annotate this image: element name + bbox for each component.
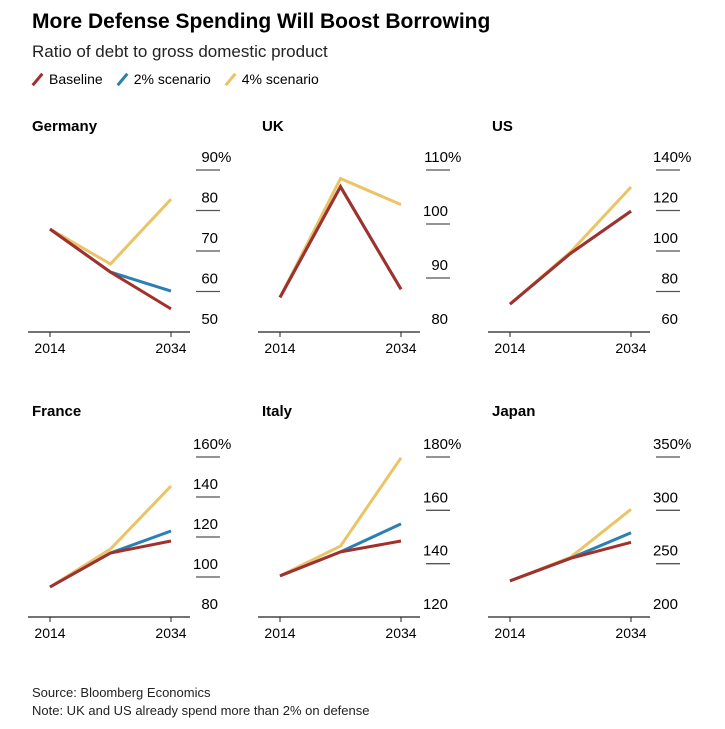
chart-subtitle: Ratio of debt to gross domestic product	[32, 42, 328, 61]
panel-uk: UK 2014 2034 80 90 100 110%	[258, 118, 461, 356]
y-tick-label: 140	[423, 543, 448, 560]
y-tick-label: 200	[653, 596, 678, 613]
x-tick-label: 2014	[34, 340, 65, 356]
panel-title: US	[492, 118, 513, 135]
legend-label: 4% scenario	[241, 71, 319, 87]
y-tick-label: 70	[201, 230, 218, 247]
chart-title: More Defense Spending Will Boost Borrowi…	[32, 10, 491, 33]
legend: Baseline 2% scenario 4% scenario	[31, 71, 319, 87]
series-line-4-scenario	[49, 198, 173, 266]
series-line-4-scenario	[509, 185, 633, 306]
y-tick-label: 90	[201, 149, 218, 166]
series-line-baseline	[49, 539, 172, 589]
y-tick-label: 80	[661, 271, 678, 288]
series-line-2-scenario	[49, 529, 172, 589]
y-tick-label: 160	[193, 436, 218, 453]
y-tick-label: 100	[423, 203, 448, 220]
panel-title: France	[32, 403, 81, 420]
y-tick-label: 120	[193, 516, 218, 533]
series-line-baseline	[509, 540, 632, 583]
y-tick-label: 110	[424, 149, 448, 166]
legend-item-baseline: Baseline	[31, 71, 103, 87]
y-tick-label: 300	[653, 489, 678, 506]
series-line-2-scenario	[278, 183, 403, 299]
y-tick-label: 60	[661, 311, 678, 328]
y-tick-unit: %	[448, 436, 461, 453]
y-tick-unit: %	[678, 149, 691, 166]
panel-us: US 2014 2034 60 80 100 120 140%	[488, 118, 691, 356]
y-tick-label: 90	[431, 257, 448, 274]
y-tick-label: 120	[423, 596, 448, 613]
x-tick-label: 2034	[155, 340, 186, 356]
series-line-baseline	[279, 539, 402, 578]
x-tick-label: 2014	[264, 340, 295, 356]
y-tick-label: 80	[201, 596, 218, 613]
legend-item-4pct: 4% scenario	[224, 71, 319, 87]
y-tick-label: 80	[201, 190, 218, 207]
panel-title: UK	[262, 118, 284, 135]
x-tick-label: 2034	[155, 625, 186, 641]
x-tick-label: 2014	[494, 625, 525, 641]
panel-germany: Germany 2014 2034 50 60 70 80 90%	[28, 118, 231, 356]
y-tick-label: 60	[201, 271, 218, 288]
y-tick-label: 100	[653, 230, 678, 247]
x-tick-label: 2014	[34, 625, 65, 641]
series-line-baseline	[509, 209, 632, 306]
x-tick-label: 2014	[494, 340, 525, 356]
x-tick-label: 2034	[615, 625, 646, 641]
legend-label: Baseline	[49, 71, 103, 87]
panel-france: France 2014 2034 80 100 120 140 160%	[28, 403, 231, 641]
y-tick-label: 180	[423, 436, 448, 453]
series-line-4-scenario	[509, 508, 632, 583]
series-line-4-scenario	[278, 176, 402, 299]
legend-label: 2% scenario	[133, 71, 211, 87]
panel-japan: Japan 2014 2034 200 250 300 350%	[488, 403, 691, 641]
y-tick-label: 80	[431, 311, 448, 328]
y-tick-unit: %	[218, 436, 231, 453]
panel-italy: Italy 2014 2034 120 140 160 180%	[258, 403, 461, 641]
series-line-baseline	[49, 227, 172, 311]
y-tick-label: 50	[201, 311, 218, 328]
x-tick-label: 2034	[385, 625, 416, 641]
y-tick-label: 140	[653, 149, 678, 166]
footnote: Note: UK and US already spend more than …	[32, 703, 370, 718]
y-tick-unit: %	[218, 149, 231, 166]
x-tick-label: 2014	[264, 625, 295, 641]
y-tick-label: 100	[193, 556, 218, 573]
y-tick-label: 140	[193, 476, 218, 493]
y-tick-label: 120	[653, 190, 678, 207]
legend-item-2pct: 2% scenario	[116, 71, 211, 87]
series-line-baseline	[278, 183, 403, 299]
y-tick-unit: %	[678, 436, 691, 453]
panel-title: Italy	[262, 403, 293, 420]
panel-title: Japan	[492, 403, 535, 420]
y-tick-label: 160	[423, 489, 448, 506]
panel-title: Germany	[32, 118, 98, 135]
x-tick-label: 2034	[385, 340, 416, 356]
y-tick-unit: %	[448, 149, 461, 166]
y-tick-label: 250	[653, 543, 678, 560]
series-line-4-scenario	[279, 456, 403, 578]
x-tick-label: 2034	[615, 340, 646, 356]
source-note: Source: Bloomberg Economics	[32, 685, 211, 700]
y-tick-label: 350	[653, 436, 678, 453]
